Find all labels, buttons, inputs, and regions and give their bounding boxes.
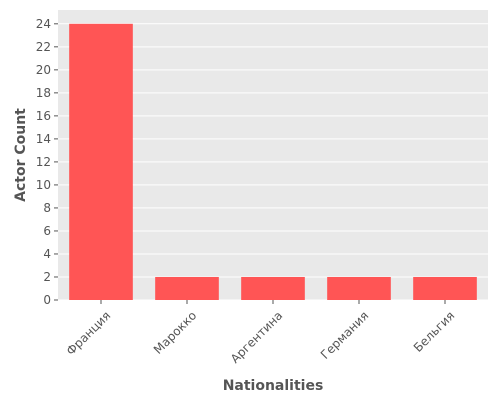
y-tick-label: 10: [36, 178, 51, 192]
bar: [413, 276, 477, 300]
bar: [69, 23, 133, 301]
y-tick-label: 4: [43, 247, 51, 261]
y-tick-label: 8: [43, 201, 51, 215]
y-tick-label: 0: [43, 293, 51, 307]
bar: [327, 276, 391, 300]
x-tick-label: Марокко: [151, 308, 199, 356]
y-tick-label: 12: [36, 155, 51, 169]
x-tick-label: Аргентина: [228, 308, 286, 366]
y-tick-label: 18: [36, 86, 51, 100]
y-tick-label: 6: [43, 224, 51, 238]
y-tick-label: 2: [43, 270, 51, 284]
bar: [155, 276, 219, 300]
y-axis-title: Actor Count: [13, 108, 29, 202]
y-tick-label: 20: [36, 63, 51, 77]
bars: [69, 23, 477, 301]
bar: [241, 276, 305, 300]
x-tick-label: Германия: [318, 308, 371, 361]
x-axis-title: Nationalities: [223, 378, 324, 394]
y-tick-label: 14: [36, 132, 51, 146]
x-tick-label: Бельгия: [411, 308, 457, 354]
x-tick-label: Франция: [64, 308, 114, 358]
y-tick-label: 24: [36, 17, 51, 31]
y-tick-label: 22: [36, 40, 51, 54]
y-tick-label: 16: [36, 109, 51, 123]
x-axis-ticks: Франция Марокко Аргентина Германия Бельгия: [64, 300, 457, 366]
